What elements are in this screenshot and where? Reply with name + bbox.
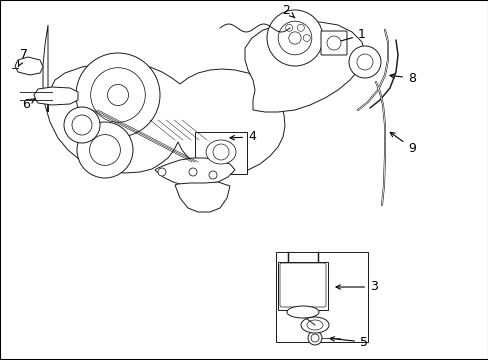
Circle shape <box>348 46 380 78</box>
Circle shape <box>208 171 217 179</box>
Text: 4: 4 <box>229 130 255 144</box>
Bar <box>278 262 327 310</box>
Polygon shape <box>155 158 235 186</box>
Circle shape <box>356 54 372 70</box>
Bar <box>195 132 246 174</box>
Circle shape <box>158 168 165 176</box>
Circle shape <box>285 24 292 31</box>
Circle shape <box>307 331 321 345</box>
Circle shape <box>326 36 340 50</box>
Polygon shape <box>244 22 364 112</box>
Text: 7: 7 <box>18 49 28 67</box>
Circle shape <box>303 35 309 41</box>
Text: 2: 2 <box>282 4 294 18</box>
Circle shape <box>76 53 160 137</box>
Bar <box>275 252 367 342</box>
Text: 5: 5 <box>329 336 367 348</box>
Circle shape <box>77 122 133 178</box>
Circle shape <box>288 32 301 44</box>
Polygon shape <box>15 57 43 75</box>
Text: 6: 6 <box>22 98 35 111</box>
Text: 3: 3 <box>335 280 377 293</box>
Circle shape <box>310 334 318 342</box>
Circle shape <box>90 68 145 122</box>
Circle shape <box>89 135 120 165</box>
Circle shape <box>297 24 304 31</box>
Circle shape <box>107 85 128 105</box>
Ellipse shape <box>301 317 328 333</box>
FancyBboxPatch shape <box>280 263 325 307</box>
Text: 8: 8 <box>389 72 415 85</box>
Polygon shape <box>43 25 285 174</box>
FancyBboxPatch shape <box>320 31 346 55</box>
Circle shape <box>278 21 311 55</box>
Text: 9: 9 <box>389 132 415 154</box>
Circle shape <box>266 10 323 66</box>
Text: 1: 1 <box>333 28 365 44</box>
Ellipse shape <box>306 320 323 330</box>
Ellipse shape <box>286 306 318 318</box>
Polygon shape <box>34 87 78 105</box>
Polygon shape <box>175 182 229 212</box>
Ellipse shape <box>205 140 236 164</box>
Circle shape <box>72 115 92 135</box>
Circle shape <box>189 168 197 176</box>
Circle shape <box>213 144 228 160</box>
Circle shape <box>64 107 100 143</box>
